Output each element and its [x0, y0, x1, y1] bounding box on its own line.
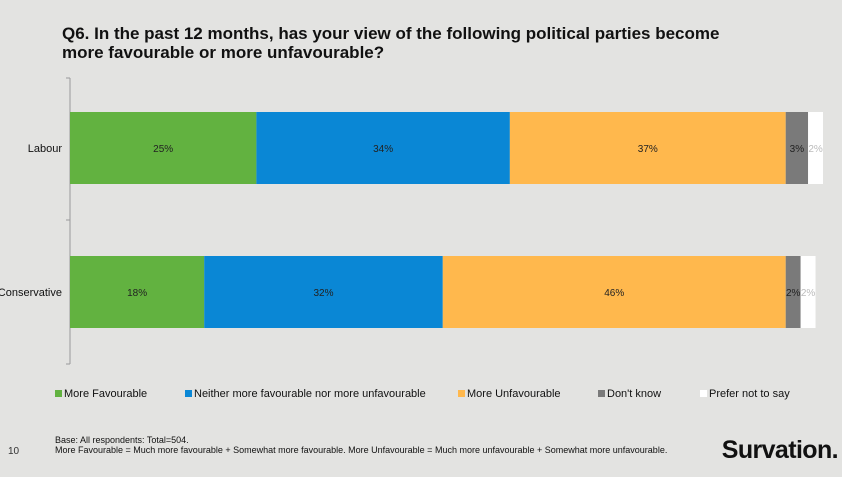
legend-swatch-more-favourable — [55, 390, 62, 397]
stacked-bar-chart: Labour 25% 34% 37% 3% 2%Conservative 18% 32% 46%… — [0, 77, 823, 365]
legend-swatch-dont-know — [598, 390, 605, 397]
bar-labour-prefer-not-to-say — [808, 112, 823, 184]
bar-labour-more-unfavourable — [509, 112, 786, 184]
legend-item-dont-know: Don't know — [598, 388, 661, 400]
footnote: Base: All respondents: Total=504. More F… — [55, 435, 695, 455]
legend-item-more-unfavourable: More Unfavourable — [458, 388, 561, 400]
data-label-labour-prefer-not-to-say: 2% — [808, 144, 823, 155]
bar-labour-neither-more-favourable-nor-more-unfavourable — [256, 112, 510, 184]
data-label-labour-more-unfavourable: 37% — [638, 144, 658, 155]
survation-logo: Survation. — [721, 436, 839, 464]
data-label-conservative-more-unfavourable: 46% — [604, 288, 624, 299]
legend-label-more-favourable: More Favourable — [64, 388, 148, 400]
data-label-conservative-don-t-know: 2% — [786, 288, 801, 299]
chart-legend: More Favourable Neither more favourable … — [0, 388, 842, 404]
legend-label-more-unfavourable: More Unfavourable — [467, 388, 561, 400]
category-label-labour: Labour — [28, 143, 63, 155]
bar-conservative-more-unfavourable — [442, 256, 786, 328]
chart-title: Q6. In the past 12 months, has your view… — [62, 24, 720, 62]
category-label-conservative: Conservative — [0, 287, 62, 299]
bar-labour-don-t-know — [785, 112, 809, 184]
legend-label-neither: Neither more favourable nor more unfavou… — [194, 388, 426, 400]
legend-item-neither: Neither more favourable nor more unfavou… — [185, 388, 426, 400]
data-label-conservative-neither-more-favourable-nor-more-unfavourable: 32% — [313, 288, 333, 299]
data-label-conservative-more-favourable: 18% — [127, 288, 147, 299]
data-label-labour-don-t-know: 3% — [790, 144, 805, 155]
legend-swatch-more-unfavourable — [458, 390, 465, 397]
bar-conservative-more-favourable — [70, 256, 205, 328]
bar-labour-more-favourable — [70, 112, 257, 184]
bar-conservative-neither-more-favourable-nor-more-unfavourable — [204, 256, 443, 328]
bar-conservative-don-t-know — [785, 256, 801, 328]
legend-swatch-neither — [185, 390, 192, 397]
bar-conservative-prefer-not-to-say — [800, 256, 816, 328]
page-number: 10 — [8, 446, 20, 457]
legend-item-prefer-not-to-say: Prefer not to say — [700, 388, 790, 400]
data-label-labour-more-favourable: 25% — [153, 144, 173, 155]
data-label-labour-neither-more-favourable-nor-more-unfavourable: 34% — [373, 144, 393, 155]
legend-swatch-prefer-not-to-say — [700, 390, 707, 397]
footnote-base: Base: All respondents: Total=504. — [55, 435, 189, 445]
legend-item-more-favourable: More Favourable — [55, 388, 147, 400]
footnote-definition: More Favourable = Much more favourable +… — [55, 444, 668, 455]
legend-label-dont-know: Don't know — [607, 388, 662, 400]
legend-label-prefer-not-to-say: Prefer not to say — [709, 388, 790, 400]
data-label-conservative-prefer-not-to-say: 2% — [801, 288, 816, 299]
